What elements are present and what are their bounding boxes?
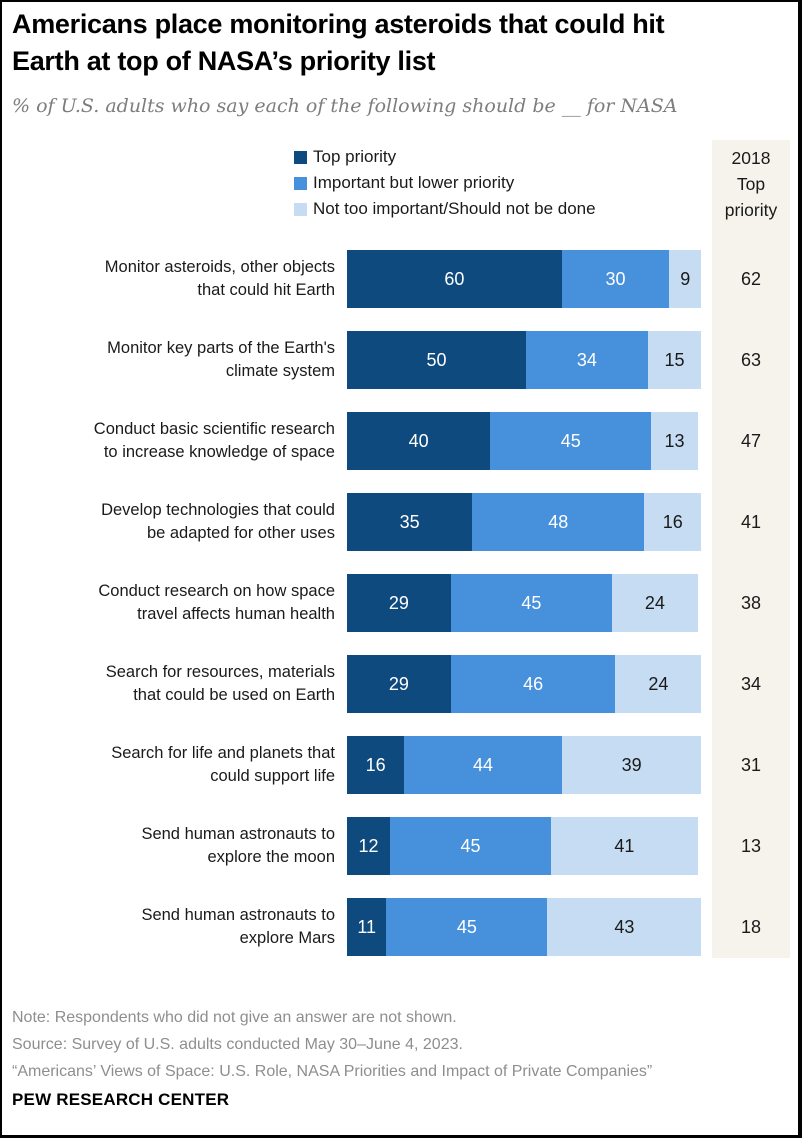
- bar-row: Develop technologies that could be adapt…: [2, 493, 798, 551]
- prev-column-header: 2018 Top priority: [724, 148, 778, 220]
- bar-segment-important-lower: 44: [404, 736, 562, 794]
- bar-segment-not-important: 39: [561, 736, 702, 794]
- row-label: Send human astronauts to explore the moo…: [141, 825, 335, 866]
- row-label: Search for resources, materials that cou…: [105, 663, 335, 704]
- row-label: Monitor asteroids, other objects that co…: [104, 258, 335, 299]
- legend-label: Top priority: [313, 147, 397, 166]
- bar-segment-important-lower: 45: [490, 412, 652, 470]
- bar-track: 35 48 16: [347, 493, 705, 551]
- bar-segment-top-priority: 11: [347, 898, 387, 956]
- page-title: Americans place monitoring asteroids tha…: [12, 9, 665, 76]
- bar-segment-top-priority: 16: [347, 736, 405, 794]
- row-label: Search for life and planets that could s…: [111, 744, 335, 785]
- prev-year-value: 38: [740, 592, 762, 613]
- bar-segment-important-lower: 30: [561, 250, 670, 308]
- prev-column-background: [712, 140, 790, 958]
- bar-row: Conduct research on how space travel aff…: [2, 574, 798, 632]
- bar-segment-top-priority: 12: [347, 817, 390, 875]
- bar-segment-important-lower: 45: [386, 898, 548, 956]
- bar-segment-important-lower: 45: [389, 817, 552, 875]
- prev-year-value: 47: [740, 430, 762, 451]
- bar-segment-not-important: 24: [611, 574, 698, 632]
- row-label: Monitor key parts of the Earth's climate…: [107, 339, 335, 380]
- bar-segment-top-priority: 40: [347, 412, 491, 470]
- row-label: Conduct research on how space travel aff…: [98, 582, 335, 623]
- report-title-line: “Americans’ Views of Space: U.S. Role, N…: [12, 1063, 653, 1080]
- row-label: Send human astronauts to explore Mars: [141, 906, 335, 947]
- prev-year-value: 31: [740, 754, 762, 775]
- bar-row: Send human astronauts to explore the moo…: [2, 817, 798, 875]
- bar-segment-top-priority: 50: [347, 331, 526, 389]
- row-label: Conduct basic scientific research to inc…: [93, 420, 335, 461]
- legend-item: Top priority: [294, 144, 596, 170]
- bar-segment-top-priority: 29: [347, 655, 451, 713]
- bar-track: 40 45 13: [347, 412, 705, 470]
- bar-segment-not-important: 13: [651, 412, 698, 470]
- bar-segment-top-priority: 60: [347, 250, 562, 308]
- bar-track: 29 46 24: [347, 655, 705, 713]
- chart-subtitle: % of U.S. adults who say each of the fol…: [12, 95, 678, 117]
- bar-track: 50 34 15: [347, 331, 705, 389]
- prev-year-value: 63: [740, 349, 762, 370]
- bar-segment-not-important: 16: [644, 493, 702, 551]
- prev-year-value: 62: [740, 268, 762, 289]
- legend-item: Important but lower priority: [294, 170, 596, 196]
- bar-track: 60 30 9: [347, 250, 705, 308]
- prev-year-value: 18: [740, 916, 762, 937]
- bar-row: Monitor asteroids, other objects that co…: [2, 250, 798, 308]
- bar-row: Send human astronauts to explore Mars 11 4…: [2, 898, 798, 956]
- bar-segment-not-important: 15: [647, 331, 702, 389]
- bar-rows: Monitor asteroids, other objects that co…: [2, 250, 798, 979]
- bar-segment-top-priority: 29: [347, 574, 451, 632]
- legend-swatch-icon: [294, 176, 307, 190]
- bar-segment-not-important: 43: [547, 898, 702, 956]
- bar-segment-important-lower: 46: [450, 655, 616, 713]
- bar-row: Monitor key parts of the Earth's climate…: [2, 331, 798, 389]
- source-line: Source: Survey of U.S. adults conducted …: [12, 1036, 463, 1053]
- bar-segment-top-priority: 35: [347, 493, 473, 551]
- bar-track: 11 45 43: [347, 898, 705, 956]
- bar-row: Conduct basic scientific research to inc…: [2, 412, 798, 470]
- bar-segment-not-important: 24: [615, 655, 702, 713]
- bar-row: Search for life and planets that could s…: [2, 736, 798, 794]
- note-line: Note: Respondents who did not give an an…: [12, 1009, 457, 1026]
- prev-year-value: 41: [740, 511, 762, 532]
- footer-notes: Note: Respondents who did not give an an…: [12, 1004, 652, 1085]
- bar-segment-important-lower: 48: [472, 493, 645, 551]
- row-label: Develop technologies that could be adapt…: [101, 501, 335, 542]
- brand-wordmark: PEW RESEARCH CENTER: [12, 1090, 230, 1109]
- bar-track: 29 45 24: [347, 574, 705, 632]
- legend: Top priority Important but lower priority…: [294, 144, 596, 222]
- bar-segment-not-important: 41: [551, 817, 698, 875]
- legend-swatch-icon: [294, 202, 307, 216]
- bar-segment-important-lower: 34: [526, 331, 648, 389]
- legend-swatch-icon: [294, 150, 307, 164]
- prev-year-value: 13: [740, 835, 762, 856]
- prev-year-value: 34: [740, 673, 762, 694]
- bar-segment-not-important: 9: [669, 250, 702, 308]
- bar-track: 12 45 41: [347, 817, 705, 875]
- bar-track: 16 44 39: [347, 736, 705, 794]
- bar-segment-important-lower: 45: [450, 574, 612, 632]
- legend-label: Not too important/Should not be done: [313, 199, 596, 218]
- bar-row: Search for resources, materials that cou…: [2, 655, 798, 713]
- legend-label: Important but lower priority: [313, 173, 515, 192]
- legend-item: Not too important/Should not be done: [294, 196, 596, 222]
